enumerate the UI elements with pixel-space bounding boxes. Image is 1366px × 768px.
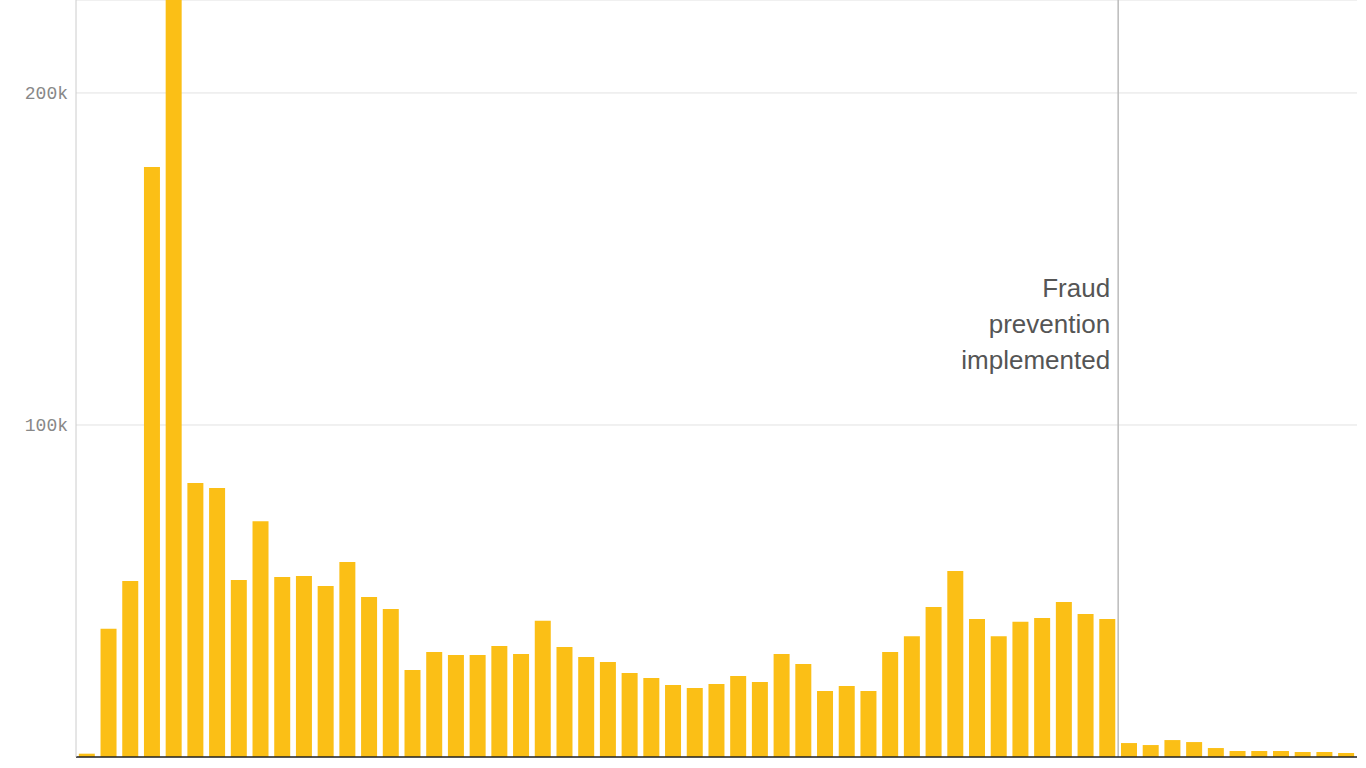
svg-text:100k: 100k — [25, 416, 68, 436]
svg-text:Fraudpreventionimplemented: Fraudpreventionimplemented — [961, 273, 1110, 375]
svg-text:200k: 200k — [25, 84, 68, 104]
